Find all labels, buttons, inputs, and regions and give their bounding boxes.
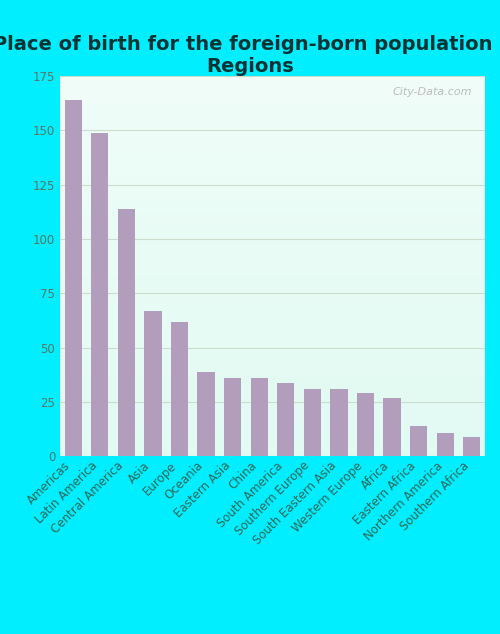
Bar	[60, 266, 485, 271]
Bar	[436, 432, 454, 456]
Bar	[60, 147, 485, 152]
Bar	[60, 247, 485, 252]
Bar	[60, 219, 485, 224]
Bar	[60, 337, 485, 342]
Bar	[60, 133, 485, 138]
Bar	[60, 243, 485, 247]
Bar	[60, 233, 485, 238]
Bar	[60, 119, 485, 124]
Bar	[277, 382, 294, 456]
Bar	[171, 321, 188, 456]
Bar	[60, 399, 485, 404]
Bar	[60, 105, 485, 109]
Bar	[60, 276, 485, 280]
Bar	[60, 356, 485, 361]
Bar	[60, 361, 485, 366]
Bar	[60, 100, 485, 105]
Bar	[60, 304, 485, 309]
Bar	[64, 100, 82, 456]
Bar	[60, 152, 485, 157]
Bar	[60, 342, 485, 347]
Bar	[60, 143, 485, 147]
Bar	[60, 390, 485, 394]
Bar	[60, 128, 485, 133]
Bar	[304, 389, 321, 456]
Bar	[60, 309, 485, 314]
Bar	[224, 378, 242, 456]
Bar	[60, 176, 485, 181]
Bar	[60, 366, 485, 371]
Bar	[60, 171, 485, 176]
Bar	[60, 252, 485, 257]
Bar	[60, 451, 485, 456]
Bar	[330, 389, 347, 456]
Bar	[60, 328, 485, 333]
Bar	[60, 323, 485, 328]
Bar	[60, 375, 485, 380]
Bar	[60, 285, 485, 290]
Bar	[60, 228, 485, 233]
Bar	[60, 371, 485, 375]
Bar	[60, 314, 485, 319]
Bar	[60, 190, 485, 195]
Bar	[60, 261, 485, 266]
Bar	[60, 95, 485, 100]
Bar	[60, 224, 485, 228]
Bar	[60, 167, 485, 171]
Text: City-Data.com: City-Data.com	[393, 87, 472, 98]
Bar	[60, 86, 485, 91]
Bar	[60, 271, 485, 276]
Bar	[60, 205, 485, 209]
Bar	[60, 238, 485, 243]
Bar	[60, 414, 485, 418]
Bar	[60, 186, 485, 190]
Bar	[198, 372, 214, 456]
Bar	[60, 333, 485, 337]
Bar	[60, 162, 485, 167]
Bar	[60, 428, 485, 432]
Bar	[60, 319, 485, 323]
Bar	[60, 347, 485, 352]
Bar	[60, 418, 485, 424]
Bar	[60, 385, 485, 390]
Bar	[60, 195, 485, 200]
Bar	[60, 181, 485, 186]
Bar	[60, 424, 485, 428]
Bar	[60, 109, 485, 114]
Bar	[60, 81, 485, 86]
Bar	[60, 443, 485, 447]
Bar	[60, 447, 485, 451]
Bar	[60, 91, 485, 95]
Bar	[60, 124, 485, 128]
Bar	[60, 432, 485, 437]
Bar	[60, 257, 485, 262]
Bar	[60, 200, 485, 205]
Bar	[60, 76, 485, 81]
Bar	[60, 300, 485, 304]
Bar	[463, 437, 480, 456]
Bar	[250, 378, 268, 456]
Bar	[357, 394, 374, 456]
Bar	[60, 157, 485, 162]
Bar	[60, 404, 485, 409]
Bar	[384, 398, 400, 456]
Bar	[91, 133, 108, 456]
Bar	[118, 209, 135, 456]
Bar	[60, 295, 485, 300]
Bar	[60, 138, 485, 143]
Bar	[60, 209, 485, 214]
Bar	[144, 311, 162, 456]
Bar	[60, 290, 485, 295]
Bar	[60, 409, 485, 414]
Bar	[60, 352, 485, 356]
Bar	[60, 114, 485, 119]
Bar	[410, 426, 427, 456]
Bar	[60, 380, 485, 385]
Bar	[60, 214, 485, 219]
Bar	[60, 394, 485, 399]
Text: Place of birth for the foreign-born population -
Regions: Place of birth for the foreign-born popu…	[0, 35, 500, 76]
Bar	[60, 280, 485, 285]
Bar	[60, 437, 485, 443]
